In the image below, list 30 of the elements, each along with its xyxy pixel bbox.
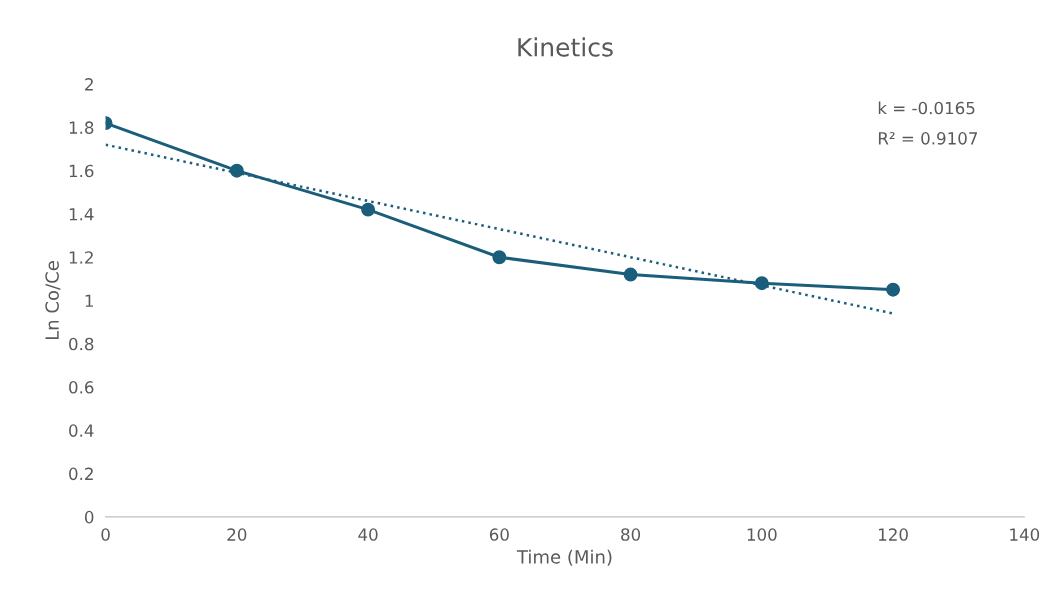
- point: [754, 276, 769, 291]
- y-axis-title: Ln Co/Ce: [45, 261, 61, 340]
- y-tick-label: 0.8: [69, 337, 94, 351]
- x-tick-label: 120: [879, 528, 908, 541]
- x-tick-label: 100: [747, 528, 777, 541]
- point: [361, 202, 376, 217]
- annotation: R² = 0.9107: [878, 132, 978, 145]
- x-tick-label: 140: [1010, 528, 1040, 541]
- y-tick-label: 2: [85, 78, 93, 91]
- x-axis-title: Time (Min): [516, 549, 612, 566]
- annotation: k = -0.0165: [878, 101, 975, 115]
- y-tick-label: 1.6: [69, 164, 94, 178]
- y-tick-label: 0: [84, 510, 94, 524]
- point: [229, 163, 244, 178]
- x-tick-label: 20: [227, 528, 247, 541]
- x-tick-label: 80: [621, 528, 641, 541]
- point: [623, 267, 638, 282]
- point: [886, 282, 901, 297]
- y-tick-label: 0.2: [69, 467, 93, 481]
- x-tick-label: 0: [101, 528, 110, 541]
- chart-title: Kinetics: [518, 37, 613, 57]
- x-tick-label: 40: [358, 528, 378, 541]
- x-tick-label: 60: [489, 528, 509, 541]
- y-tick-label: 1.2: [69, 251, 93, 264]
- y-tick-label: 1.8: [69, 121, 94, 134]
- y-tick-label: 1: [85, 294, 93, 307]
- point: [492, 250, 507, 265]
- y-tick-label: 0.4: [69, 424, 94, 437]
- y-tick-label: 1.4: [69, 208, 94, 221]
- y-tick-label: 0.6: [69, 381, 94, 394]
